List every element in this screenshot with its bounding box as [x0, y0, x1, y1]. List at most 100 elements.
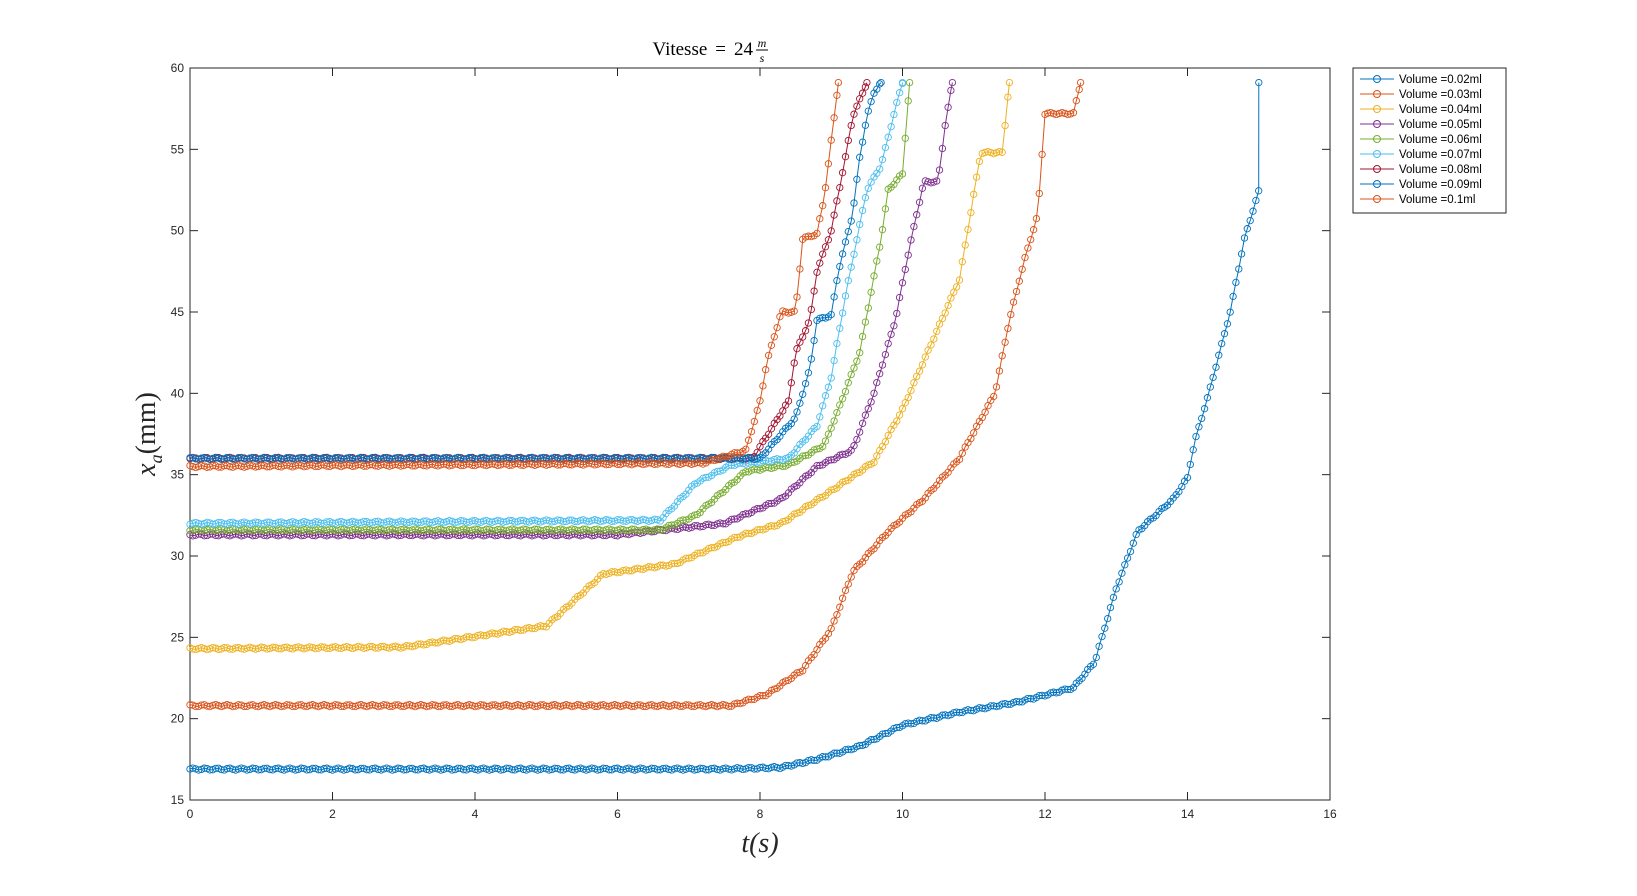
data-point	[402, 701, 411, 709]
data-point	[710, 702, 719, 710]
data-point	[753, 466, 761, 474]
data-point	[952, 708, 961, 716]
data-point	[819, 753, 827, 761]
data-point	[562, 764, 570, 773]
data-point	[277, 765, 285, 773]
data-point	[668, 459, 676, 467]
data-point	[571, 517, 579, 526]
data-point	[682, 523, 690, 531]
data-point	[192, 702, 200, 711]
data-point	[274, 518, 283, 526]
data-point	[1007, 310, 1015, 319]
data-point	[961, 241, 969, 249]
data-point	[209, 701, 217, 710]
data-point	[630, 459, 639, 468]
data-point	[921, 353, 929, 361]
legend-swatch-marker	[1373, 120, 1381, 128]
y-tick-label: 60	[171, 61, 185, 75]
data-point	[508, 766, 516, 774]
data-point	[522, 460, 530, 468]
data-point	[742, 529, 750, 537]
data-point	[451, 701, 459, 709]
data-point	[867, 288, 875, 296]
data-point	[716, 519, 724, 527]
data-point	[870, 272, 878, 280]
data-point	[363, 766, 371, 774]
data-point	[821, 184, 830, 192]
data-point	[1012, 287, 1021, 296]
data-point	[383, 643, 391, 652]
data-point	[816, 259, 824, 267]
data-point	[827, 136, 835, 144]
data-point	[938, 144, 947, 153]
data-point	[992, 383, 1001, 391]
data-point	[291, 644, 300, 652]
data-point	[633, 564, 642, 572]
legend-swatch-marker	[1373, 150, 1381, 158]
data-point	[838, 594, 847, 602]
plot-area: 0 2 4 6 8 10 12 14 16 15 20 25 30 35 40 45 50 55 60	[171, 61, 1337, 821]
data-point	[377, 518, 385, 527]
data-point	[847, 217, 855, 225]
data-point	[499, 627, 508, 635]
data-point	[841, 153, 850, 161]
data-point	[773, 462, 781, 470]
legend-label: Volume =0.03ml	[1399, 89, 1482, 101]
data-point	[810, 446, 818, 454]
data-point	[1212, 363, 1220, 371]
data-point	[377, 461, 385, 469]
data-point	[630, 516, 639, 525]
data-point	[306, 701, 314, 709]
data-point	[927, 341, 935, 349]
data-point	[229, 765, 237, 773]
data-point	[1024, 244, 1032, 252]
data-point	[790, 307, 798, 315]
data-point	[511, 460, 519, 468]
data-point	[283, 454, 291, 462]
data-point	[830, 114, 838, 122]
data-point	[967, 434, 975, 443]
data-point	[343, 526, 351, 535]
data-point	[494, 702, 502, 710]
data-point	[819, 202, 827, 210]
data-point	[633, 526, 642, 535]
data-point	[764, 522, 773, 531]
data-point	[955, 455, 964, 464]
x-tick-label: 14	[1181, 807, 1195, 821]
data-point	[793, 345, 801, 353]
data-point	[707, 544, 716, 552]
data-point	[619, 459, 627, 467]
data-point	[323, 644, 331, 653]
data-point	[269, 643, 277, 651]
data-point	[189, 462, 197, 471]
data-point	[414, 460, 422, 469]
data-point	[776, 456, 784, 464]
data-point	[861, 411, 870, 419]
data-point	[1075, 85, 1083, 94]
data-point	[274, 645, 283, 653]
data-point	[833, 276, 841, 285]
data-point	[548, 701, 556, 709]
y-tick-label: 30	[171, 549, 185, 563]
data-point	[465, 764, 473, 773]
data-point	[214, 463, 223, 471]
data-point	[853, 435, 861, 444]
data-point	[280, 462, 288, 470]
data-point	[844, 136, 852, 145]
data-point	[337, 702, 345, 711]
data-point	[203, 526, 211, 534]
data-point	[1069, 109, 1078, 117]
data-point	[189, 645, 197, 653]
data-point	[847, 573, 855, 581]
data-point	[417, 764, 425, 773]
data-point	[853, 102, 861, 110]
data-point	[907, 236, 915, 244]
data-point	[326, 765, 334, 773]
data-point	[907, 386, 915, 395]
data-point	[910, 222, 918, 231]
data-point	[710, 456, 719, 465]
series-2	[186, 78, 1014, 654]
axes-box	[189, 67, 1331, 801]
data-point	[536, 622, 545, 630]
data-point	[933, 327, 941, 335]
